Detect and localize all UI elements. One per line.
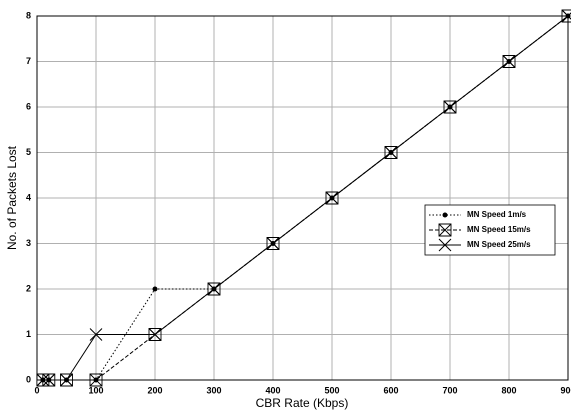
y-axis-title: No. of Packets Lost xyxy=(5,145,19,250)
marker xyxy=(443,100,457,114)
marker xyxy=(42,373,56,387)
y-tick-label: 7 xyxy=(26,56,31,66)
y-tick-label: 8 xyxy=(26,10,31,20)
marker xyxy=(442,212,448,218)
series-line xyxy=(42,15,569,381)
marker xyxy=(60,373,73,387)
marker xyxy=(89,328,103,341)
y-tick-label: 0 xyxy=(26,374,31,384)
x-tick-label: 600 xyxy=(383,385,398,395)
marker xyxy=(438,223,452,237)
x-tick-label: 400 xyxy=(265,385,280,395)
marker xyxy=(207,282,221,296)
x-tick-label: 100 xyxy=(88,385,103,395)
marker xyxy=(266,237,280,250)
marker xyxy=(148,328,162,341)
legend-label: MN Speed 25m/s xyxy=(467,240,531,249)
marker xyxy=(325,191,339,205)
plot-frame xyxy=(36,15,569,381)
x-tick-label: 500 xyxy=(324,385,339,395)
y-tick-label: 1 xyxy=(26,329,31,339)
marker xyxy=(438,238,452,252)
x-tick-label: 0 xyxy=(34,385,39,395)
y-tick-label: 2 xyxy=(26,283,31,293)
x-tick-label: 300 xyxy=(206,385,221,395)
x-axis-title: CBR Rate (Kbps) xyxy=(256,396,349,410)
x-tick-label: 900 xyxy=(560,385,571,395)
x-tick-label: 800 xyxy=(501,385,516,395)
y-tick-label: 4 xyxy=(26,192,31,202)
y-tick-label: 6 xyxy=(26,101,31,111)
y-tick-label: 5 xyxy=(26,147,31,157)
x-tick-label: 700 xyxy=(442,385,457,395)
marker xyxy=(152,286,158,292)
x-tick-label: 200 xyxy=(147,385,162,395)
legend-label: MN Speed 15m/s xyxy=(467,225,531,234)
marker xyxy=(384,146,398,159)
y-tick-label: 3 xyxy=(26,238,31,248)
legend-label: MN Speed 1m/s xyxy=(467,210,527,219)
marker xyxy=(502,55,516,68)
marker xyxy=(36,373,50,387)
legend: MN Speed 1m/s MN Speed 15m/s MN Speed 25m/… xyxy=(424,204,556,256)
marker xyxy=(561,9,571,23)
marker xyxy=(89,373,103,387)
